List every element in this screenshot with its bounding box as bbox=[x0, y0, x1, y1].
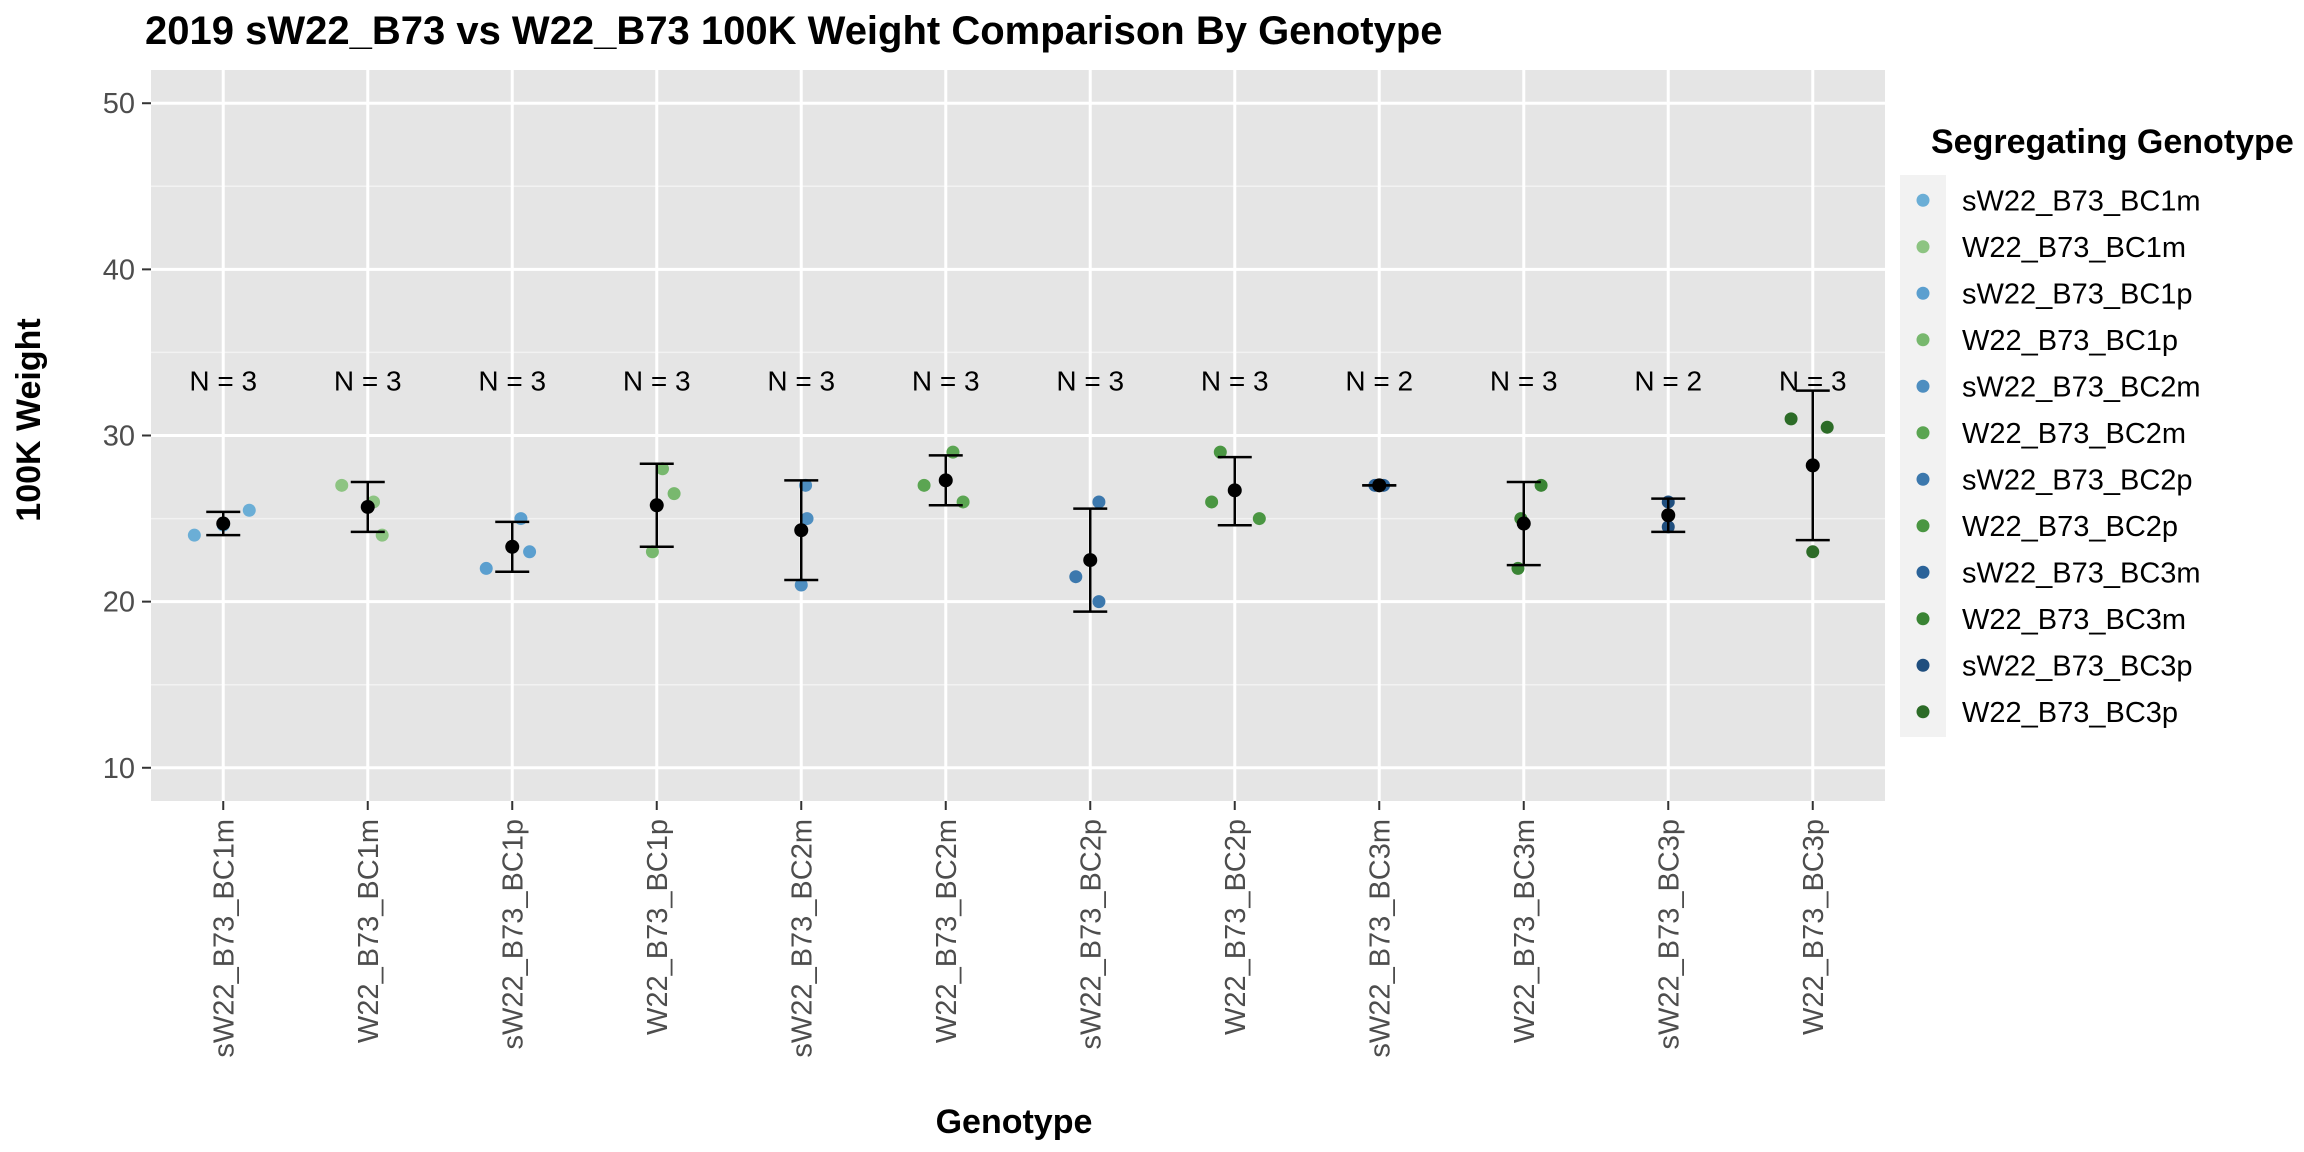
data-point bbox=[794, 578, 808, 592]
y-tick-label: 40 bbox=[103, 254, 135, 286]
legend-key bbox=[1916, 565, 1930, 579]
legend-key bbox=[1916, 426, 1930, 440]
legend-key bbox=[1916, 612, 1930, 626]
mean-point bbox=[216, 516, 231, 531]
x-tick-label: sW22_B73_BC3p bbox=[1653, 819, 1685, 1050]
data-point bbox=[335, 478, 349, 492]
legend-label: W22_B73_BC2m bbox=[1962, 418, 2186, 450]
legend-key bbox=[1916, 519, 1930, 533]
legend-label: sW22_B73_BC1p bbox=[1962, 278, 2193, 310]
legend: Segregating Genotype sW22_B73_BC1m W22_B7… bbox=[1900, 123, 2294, 737]
data-point bbox=[1252, 512, 1266, 526]
legend-title: Segregating Genotype bbox=[1931, 123, 2294, 161]
mean-point bbox=[1661, 508, 1676, 523]
mean-point bbox=[649, 498, 664, 513]
x-tick-label: W22_B73_BC1p bbox=[642, 819, 674, 1035]
data-point bbox=[645, 545, 659, 559]
n-label: N = 2 bbox=[1345, 366, 1413, 397]
mean-point bbox=[505, 539, 520, 554]
data-point bbox=[1205, 495, 1219, 509]
legend-key bbox=[1916, 472, 1930, 486]
n-label: N = 3 bbox=[623, 366, 691, 397]
y-tick-label: 10 bbox=[103, 753, 135, 785]
data-point bbox=[1092, 495, 1106, 509]
data-point bbox=[242, 503, 256, 517]
legend-key bbox=[1916, 705, 1930, 719]
n-label: N = 3 bbox=[1490, 366, 1558, 397]
legend-label: W22_B73_BC1p bbox=[1962, 325, 2178, 357]
legend-label: W22_B73_BC2p bbox=[1962, 511, 2178, 543]
legend-label: W22_B73_BC3p bbox=[1962, 697, 2178, 729]
legend-key bbox=[1916, 658, 1930, 672]
legend-key bbox=[1916, 379, 1930, 393]
x-tick-label: sW22_B73_BC2m bbox=[786, 819, 818, 1058]
x-tick-label: sW22_B73_BC1m bbox=[208, 819, 240, 1058]
n-label: N = 3 bbox=[912, 366, 980, 397]
n-label: N = 3 bbox=[1201, 366, 1269, 397]
data-point bbox=[1820, 420, 1834, 434]
data-point bbox=[523, 545, 537, 559]
data-point bbox=[656, 462, 670, 476]
y-tick-label: 30 bbox=[103, 421, 135, 453]
mean-point bbox=[1083, 553, 1098, 568]
legend-key bbox=[1916, 286, 1930, 300]
x-tick-label: sW22_B73_BC3m bbox=[1364, 819, 1396, 1058]
chart-title: 2019 sW22_B73 vs W22_B73 100K Weight Com… bbox=[145, 9, 1443, 53]
x-tick-label: W22_B73_BC2p bbox=[1220, 819, 1252, 1035]
x-tick-label: W22_B73_BC3m bbox=[1509, 819, 1541, 1043]
legend-label: sW22_B73_BC2p bbox=[1962, 464, 2193, 496]
n-label: N = 2 bbox=[1634, 366, 1702, 397]
legend-key bbox=[1916, 240, 1930, 254]
n-label: N = 3 bbox=[189, 366, 257, 397]
data-point bbox=[667, 487, 681, 501]
x-tick-label: W22_B73_BC1m bbox=[353, 819, 385, 1043]
legend-label: W22_B73_BC3m bbox=[1962, 604, 2186, 636]
legend-key bbox=[1916, 333, 1930, 347]
data-point bbox=[1092, 595, 1106, 609]
legend-key-background bbox=[1900, 175, 1946, 737]
data-point bbox=[187, 528, 201, 542]
mean-point bbox=[360, 499, 375, 514]
legend-label: sW22_B73_BC3m bbox=[1962, 557, 2201, 589]
x-tick-label: W22_B73_BC2m bbox=[931, 819, 963, 1043]
legend-label: sW22_B73_BC2m bbox=[1962, 371, 2201, 403]
mean-point bbox=[1516, 516, 1531, 531]
legend-key bbox=[1916, 193, 1930, 207]
data-point bbox=[1069, 570, 1083, 584]
plot-panel: 10 20 30 40 50 sW22_B73_BC1m W22_B73_BC1m sW22_… bbox=[103, 70, 1885, 1058]
x-tick-label: W22_B73_BC3p bbox=[1798, 819, 1830, 1035]
legend-label: sW22_B73_BC3p bbox=[1962, 650, 2193, 682]
mean-point bbox=[938, 473, 953, 488]
x-tick-label: sW22_B73_BC1p bbox=[497, 819, 529, 1050]
data-point bbox=[800, 512, 814, 526]
mean-point bbox=[794, 523, 809, 538]
data-point bbox=[1213, 445, 1227, 459]
x-axis-title: Genotype bbox=[936, 1103, 1093, 1141]
n-label: N = 3 bbox=[767, 366, 835, 397]
data-point bbox=[479, 561, 493, 575]
data-point bbox=[917, 478, 931, 492]
mean-point bbox=[1227, 483, 1242, 498]
mean-point bbox=[1805, 458, 1820, 473]
data-point bbox=[1806, 545, 1820, 559]
data-point bbox=[1784, 412, 1798, 426]
x-tick-label: sW22_B73_BC2p bbox=[1075, 819, 1107, 1050]
n-label: N = 3 bbox=[1056, 366, 1124, 397]
y-axis-title: 100K Weight bbox=[10, 318, 48, 521]
legend-label: sW22_B73_BC1m bbox=[1962, 185, 2201, 217]
n-label: N = 3 bbox=[334, 366, 402, 397]
y-tick-label: 20 bbox=[103, 587, 135, 619]
n-label: N = 3 bbox=[478, 366, 546, 397]
y-tick-label: 50 bbox=[103, 88, 135, 120]
legend-label: W22_B73_BC1m bbox=[1962, 232, 2186, 264]
mean-point bbox=[1372, 478, 1387, 493]
